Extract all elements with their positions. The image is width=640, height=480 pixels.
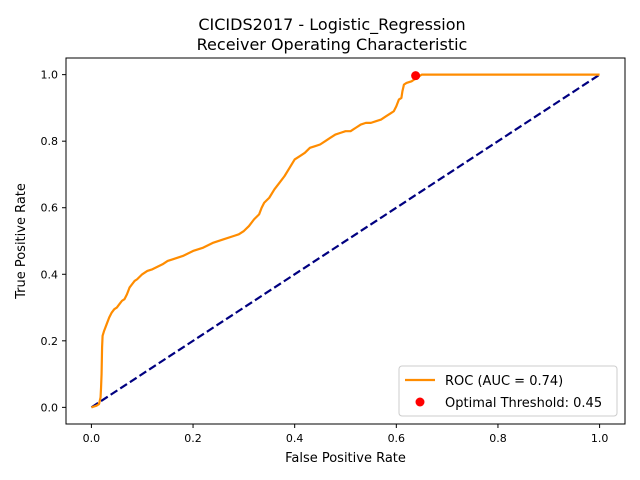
- chart-title: CICIDS2017 - Logistic_Regression Receive…: [197, 15, 468, 54]
- roc-curve-line: [91, 73, 600, 409]
- legend-optimal-dot-swatch: [415, 397, 425, 407]
- y-axis-ticks: 0.0 0.2 0.4 0.6 0.8 1.0: [41, 69, 66, 414]
- chart-title-line-1: CICIDS2017 - Logistic_Regression: [198, 15, 465, 35]
- y-tick-label: 1.0: [41, 69, 59, 82]
- chart-title-line-2: Receiver Operating Characteristic: [197, 35, 468, 54]
- axes-frame: [65, 57, 626, 425]
- legend: ROC (AUC = 0.74) Optimal Threshold: 0.45: [398, 365, 618, 417]
- plot-area: [90, 71, 601, 409]
- x-tick-label: 0.8: [489, 432, 507, 445]
- x-tick-label: 1.0: [591, 432, 609, 445]
- x-tick-label: 0.4: [286, 432, 304, 445]
- legend-box: [398, 365, 618, 417]
- x-axis-label: False Positive Rate: [285, 451, 406, 466]
- y-tick-label: 0.6: [41, 202, 59, 215]
- y-tick-label: 0.4: [41, 268, 59, 281]
- x-tick-label: 0.0: [83, 432, 101, 445]
- random-classifier-diagonal: [90, 73, 601, 409]
- legend-roc-label: ROC (AUC = 0.74): [445, 374, 563, 389]
- y-tick-label: 0.0: [41, 401, 59, 414]
- legend-optimal-label: Optimal Threshold: 0.45: [445, 396, 602, 411]
- x-tick-label: 0.2: [184, 432, 202, 445]
- optimal-threshold-point: [411, 71, 421, 81]
- y-axis-label: True Positive Rate: [14, 183, 29, 300]
- x-tick-label: 0.6: [388, 432, 406, 445]
- y-tick-label: 0.2: [41, 335, 59, 348]
- x-axis-ticks: 0.0 0.2 0.4 0.6 0.8 1.0: [83, 424, 609, 445]
- y-tick-label: 0.8: [41, 135, 59, 148]
